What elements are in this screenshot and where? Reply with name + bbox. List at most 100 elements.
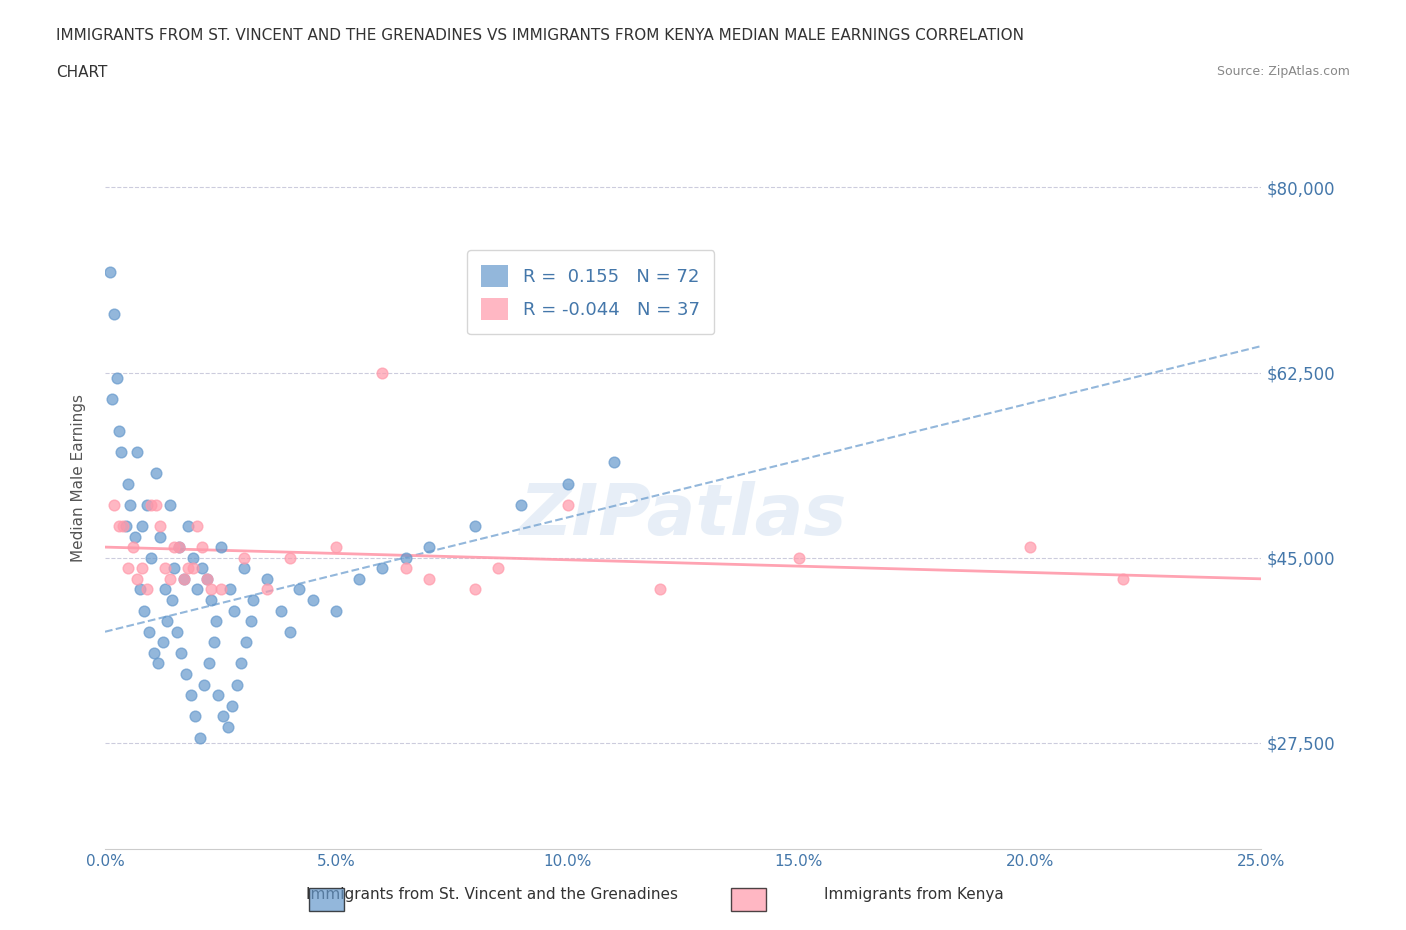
Point xyxy=(186,582,208,597)
Point xyxy=(181,551,204,565)
Point xyxy=(191,561,214,576)
Point xyxy=(557,498,579,512)
Y-axis label: Median Male Earnings: Median Male Earnings xyxy=(72,394,86,563)
Point xyxy=(112,519,135,534)
Point xyxy=(145,498,167,512)
Point xyxy=(163,539,186,554)
Point xyxy=(177,519,200,534)
Point xyxy=(124,529,146,544)
Point xyxy=(101,392,124,406)
Point xyxy=(153,561,176,576)
Point xyxy=(160,592,183,607)
Point xyxy=(325,539,347,554)
Point xyxy=(173,571,195,586)
Point xyxy=(1111,571,1133,586)
Point xyxy=(180,688,202,703)
Point xyxy=(787,551,810,565)
Point xyxy=(153,582,176,597)
Point xyxy=(105,370,128,385)
Point xyxy=(120,498,142,512)
Point xyxy=(371,561,394,576)
Text: IMMIGRANTS FROM ST. VINCENT AND THE GRENADINES VS IMMIGRANTS FROM KENYA MEDIAN M: IMMIGRANTS FROM ST. VINCENT AND THE GREN… xyxy=(56,28,1024,43)
Point xyxy=(418,571,440,586)
Point xyxy=(138,624,160,639)
Point xyxy=(110,445,132,459)
Point xyxy=(181,561,204,576)
Point xyxy=(217,720,239,735)
Point xyxy=(121,539,143,554)
Point xyxy=(193,677,215,692)
Point xyxy=(191,539,214,554)
Point xyxy=(167,539,190,554)
Point xyxy=(149,519,172,534)
Text: Source: ZipAtlas.com: Source: ZipAtlas.com xyxy=(1216,65,1350,78)
Point xyxy=(142,645,165,660)
Point xyxy=(167,539,190,554)
Point xyxy=(127,445,149,459)
Point xyxy=(131,519,153,534)
Point xyxy=(224,604,246,618)
Point xyxy=(464,519,486,534)
Point xyxy=(163,561,186,576)
Point xyxy=(149,529,172,544)
Point xyxy=(128,582,150,597)
Point xyxy=(557,476,579,491)
Point xyxy=(209,539,232,554)
Point xyxy=(207,688,229,703)
Point xyxy=(205,614,228,629)
Point xyxy=(510,498,533,512)
Point xyxy=(135,582,157,597)
Point xyxy=(278,551,301,565)
Point xyxy=(486,561,509,576)
Point xyxy=(232,561,254,576)
Point xyxy=(166,624,188,639)
Point xyxy=(135,498,157,512)
Point xyxy=(256,582,278,597)
Point xyxy=(188,730,211,745)
Point xyxy=(152,635,174,650)
Point xyxy=(134,604,156,618)
Point xyxy=(177,561,200,576)
Point xyxy=(141,551,163,565)
Text: CHART: CHART xyxy=(56,65,108,80)
Point xyxy=(302,592,325,607)
Point xyxy=(174,667,197,682)
Point xyxy=(103,307,125,322)
Point xyxy=(278,624,301,639)
Point xyxy=(159,498,181,512)
Point xyxy=(648,582,671,597)
Point xyxy=(464,582,486,597)
Point xyxy=(117,561,139,576)
Point xyxy=(173,571,195,586)
Point xyxy=(114,519,136,534)
Text: ZIPatlas: ZIPatlas xyxy=(519,481,846,550)
Point xyxy=(394,561,416,576)
Point xyxy=(218,582,240,597)
Point xyxy=(108,423,131,438)
Point xyxy=(418,539,440,554)
Point xyxy=(242,592,264,607)
Point xyxy=(184,709,207,724)
Point xyxy=(186,519,208,534)
Point xyxy=(127,571,149,586)
Point xyxy=(349,571,371,586)
Legend: R =  0.155   N = 72, R = -0.044   N = 37: R = 0.155 N = 72, R = -0.044 N = 37 xyxy=(467,250,714,334)
Point xyxy=(603,455,626,470)
Point xyxy=(195,571,218,586)
Point xyxy=(195,571,218,586)
Point xyxy=(159,571,181,586)
Point xyxy=(239,614,262,629)
Point xyxy=(1019,539,1042,554)
Text: Immigrants from St. Vincent and the Grenadines: Immigrants from St. Vincent and the Gren… xyxy=(307,887,678,902)
Point xyxy=(235,635,257,650)
Point xyxy=(232,551,254,565)
Point xyxy=(198,656,221,671)
Point xyxy=(202,635,225,650)
Point xyxy=(270,604,292,618)
Point xyxy=(221,698,243,713)
Point xyxy=(371,365,394,380)
Point xyxy=(141,498,163,512)
Point xyxy=(103,498,125,512)
Point xyxy=(145,466,167,481)
Point xyxy=(225,677,247,692)
